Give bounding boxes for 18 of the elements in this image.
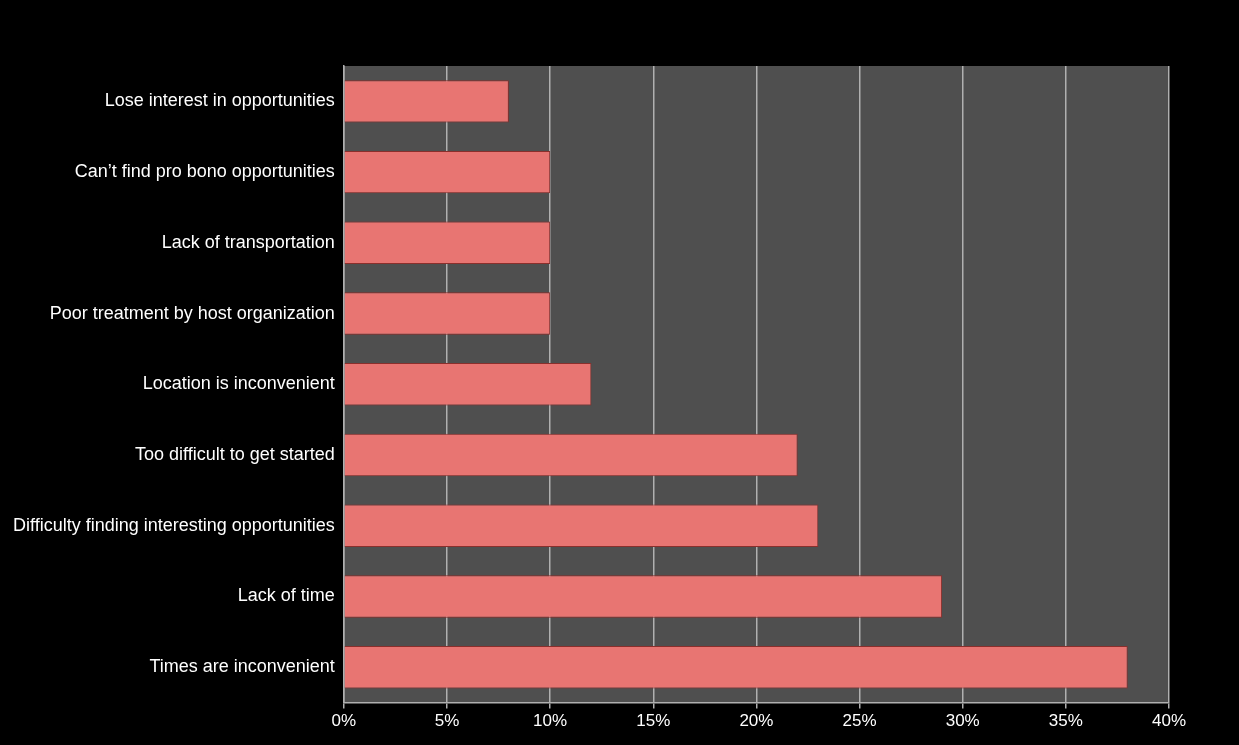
x-tick-label: 15% bbox=[636, 711, 671, 731]
y-tick-label: Poor treatment by host organization bbox=[49, 302, 335, 323]
x-tick-label: 25% bbox=[842, 711, 877, 731]
y-tick-label: Lack of transportation bbox=[161, 231, 335, 252]
y-tick-label: Lose interest in opportunities bbox=[104, 90, 335, 111]
y-tick-label: Lack of time bbox=[237, 585, 335, 606]
y-tick-label: Times are inconvenient bbox=[149, 656, 335, 677]
x-tick-label: 40% bbox=[1151, 711, 1187, 731]
y-tick-label: Too difficult to get started bbox=[135, 444, 335, 464]
y-tick-label: Location is inconvenient bbox=[142, 373, 335, 394]
x-tick-label: 10% bbox=[533, 711, 568, 731]
x-tick-label: 0% bbox=[331, 711, 357, 731]
x-tick-label: 30% bbox=[945, 711, 980, 731]
x-tick-label: 20% bbox=[739, 711, 774, 731]
y-tick-label: Can’t find pro bono opportunities bbox=[74, 161, 335, 182]
x-tick-label: 35% bbox=[1048, 711, 1083, 731]
y-tick-label: Difficulty finding interesting opportunities bbox=[12, 514, 335, 535]
x-tick-label: 5% bbox=[434, 711, 460, 731]
